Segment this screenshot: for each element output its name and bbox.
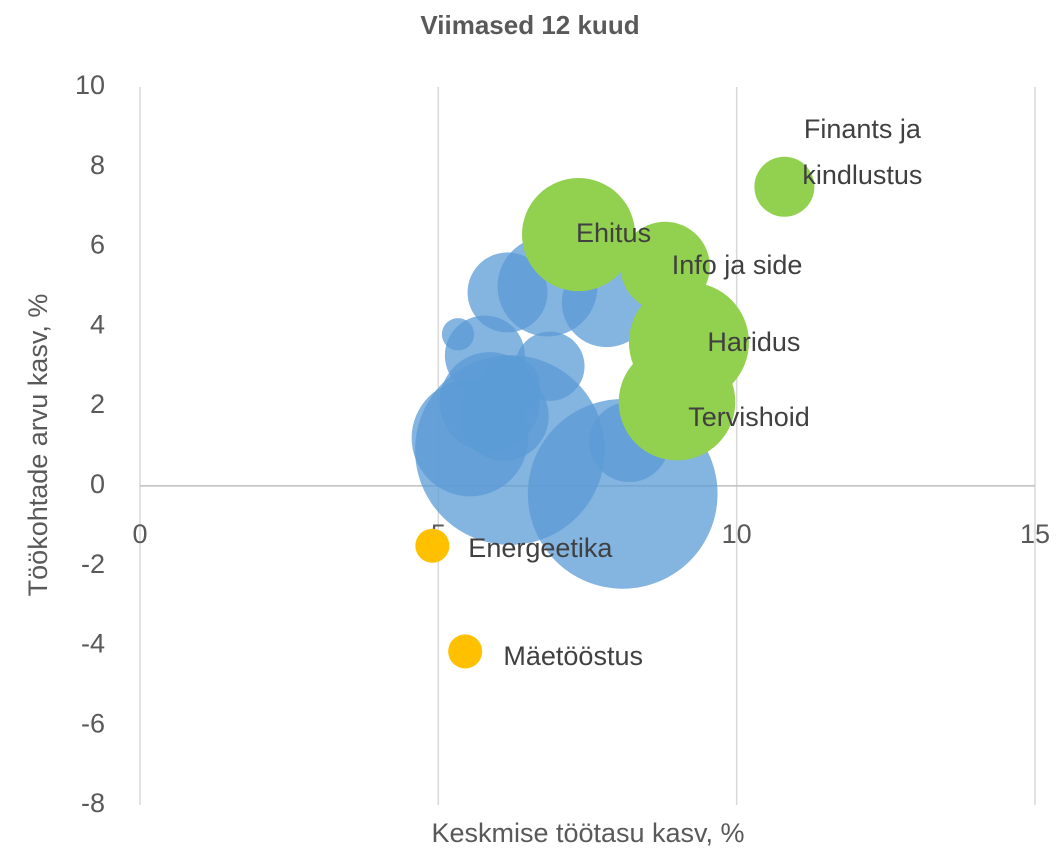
- bubble: [521, 178, 636, 292]
- bubble: [448, 634, 483, 669]
- bubble: [415, 528, 450, 563]
- y-tick-label: 10: [75, 70, 105, 100]
- chart-title: Viimased 12 kuud: [420, 10, 639, 40]
- x-tick-label: 10: [722, 519, 752, 549]
- y-tick-label: 2: [90, 389, 105, 419]
- data-label: Finants ja kindlustus: [802, 113, 923, 190]
- bubble: [618, 343, 736, 461]
- data-label: Ehitus: [576, 217, 652, 248]
- y-axis-title: Töökohtade arvu kasv, %: [23, 294, 53, 597]
- data-label: Info ja side: [671, 249, 803, 280]
- y-tick-label: -2: [81, 549, 105, 579]
- x-axis-title: Keskmise töötasu kasv, %: [431, 818, 744, 848]
- data-label: Tervishoid: [688, 402, 810, 433]
- bubble: [479, 356, 540, 417]
- y-tick-label: 8: [90, 150, 105, 180]
- y-tick-label: -4: [81, 629, 105, 659]
- y-tick-label: 0: [90, 469, 105, 499]
- bubble: [441, 318, 475, 351]
- data-label: Haridus: [707, 327, 801, 358]
- y-tick-label: 4: [90, 309, 105, 339]
- data-label: Mäetööstus: [503, 641, 643, 672]
- data-label: Energeetika: [468, 532, 613, 563]
- y-tick-label: 6: [90, 230, 105, 260]
- x-tick-label: 0: [132, 519, 147, 549]
- x-tick-label: 15: [1020, 519, 1050, 549]
- y-tick-label: -8: [81, 788, 105, 818]
- y-tick-label: -6: [81, 708, 105, 738]
- bubble: [754, 156, 815, 217]
